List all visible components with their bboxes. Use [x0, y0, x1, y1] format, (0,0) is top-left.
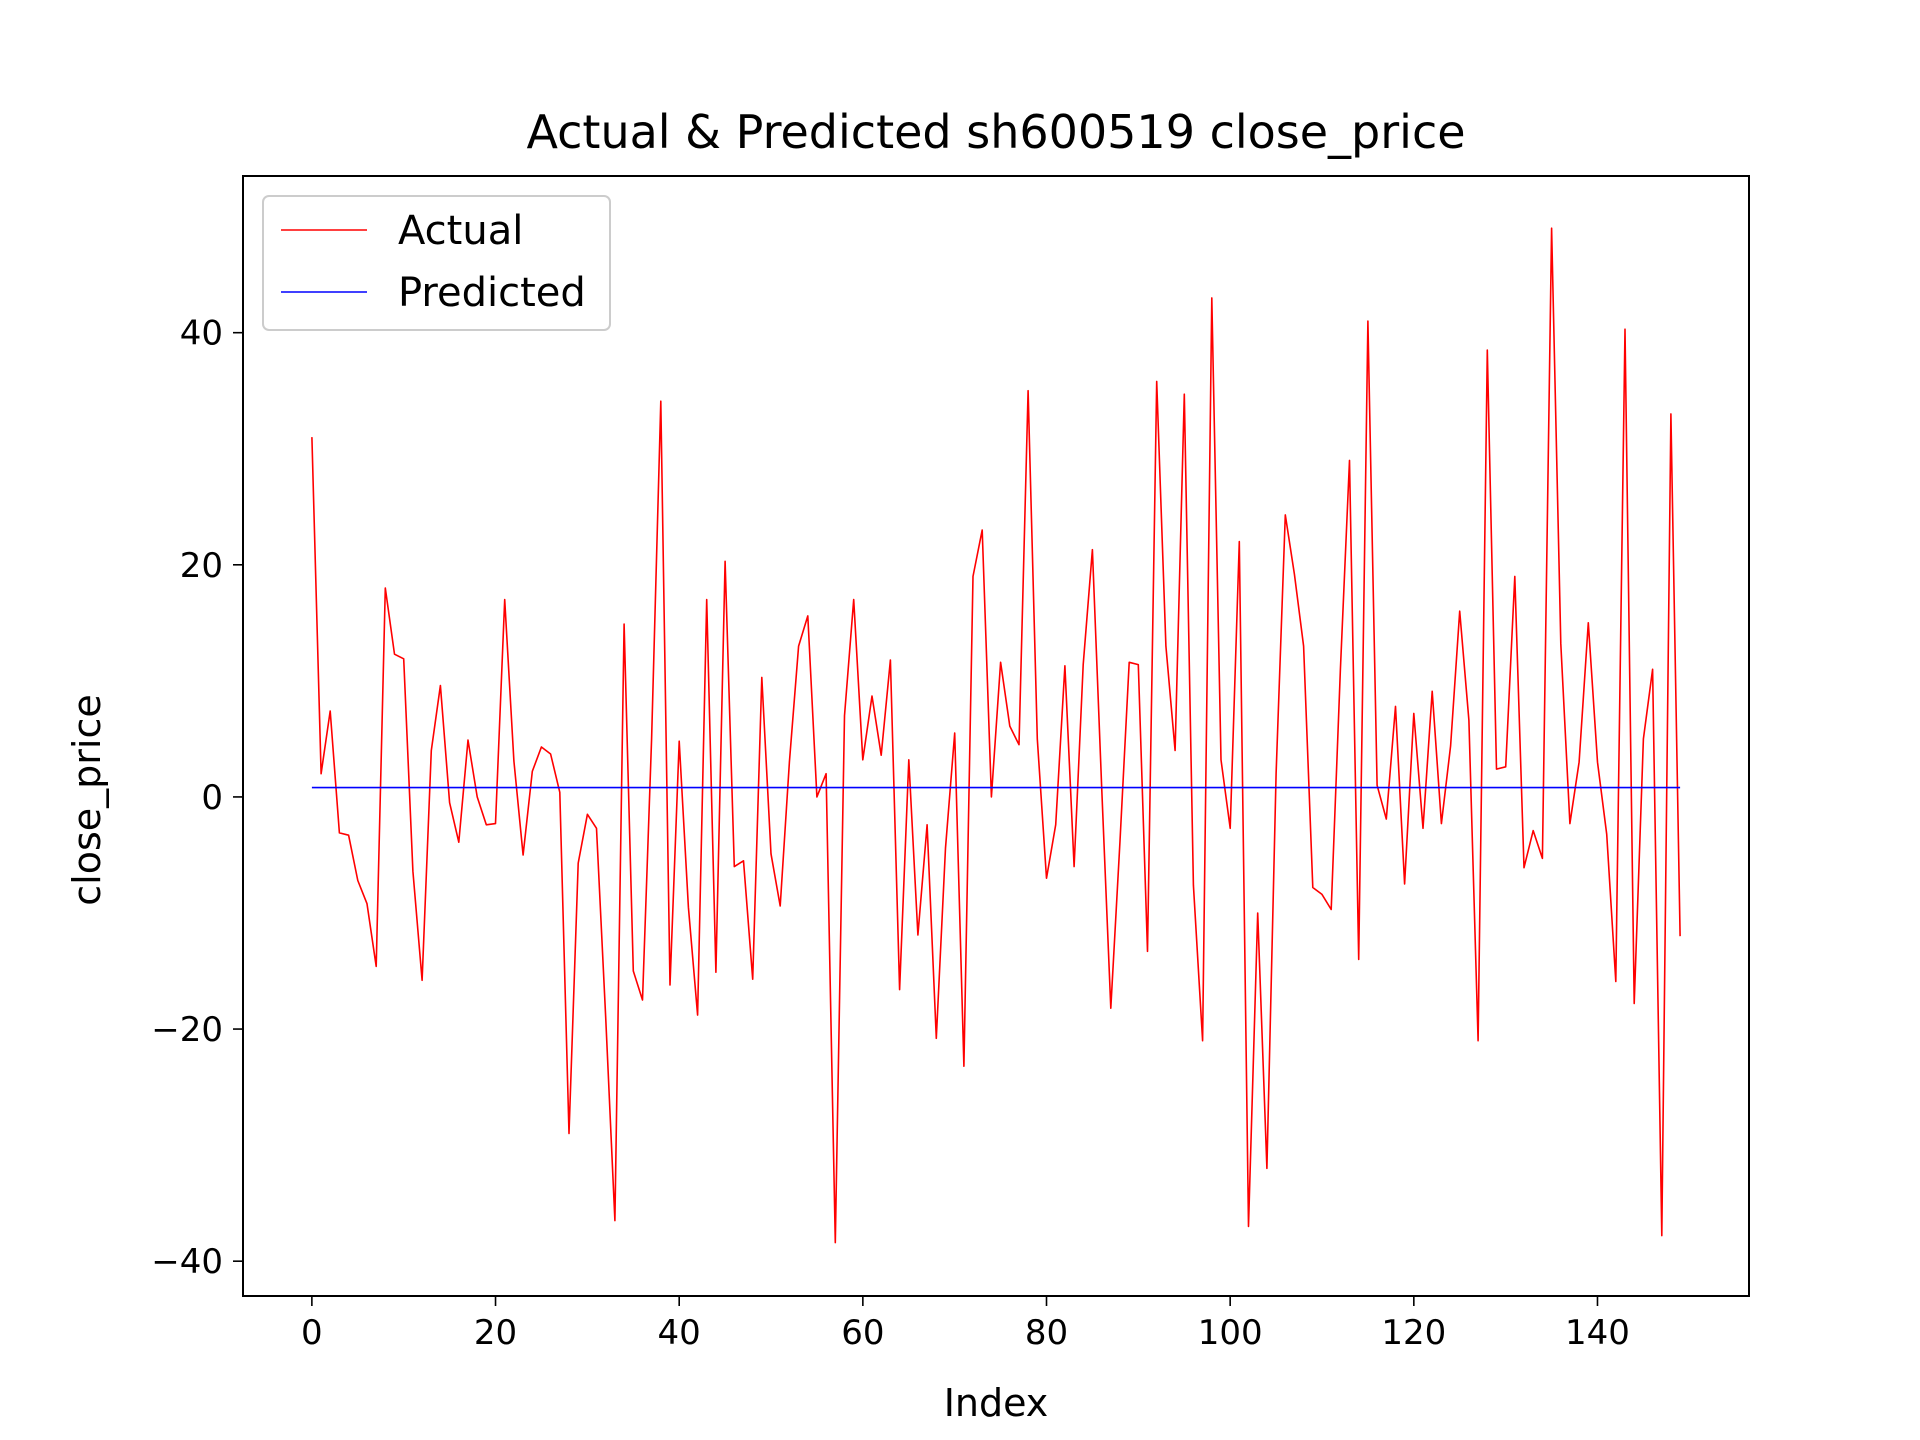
x-tick-label: 40 — [658, 1313, 701, 1353]
y-tick-label: −20 — [151, 1010, 223, 1050]
y-tick-label: −40 — [151, 1242, 223, 1282]
chart-title: Actual & Predicted sh600519 close_price — [526, 105, 1465, 159]
series-line-actual — [311, 227, 1681, 1244]
x-axis-title: Index — [944, 1381, 1049, 1425]
x-tick-label: 20 — [474, 1313, 517, 1353]
legend: Actual Predicted — [262, 195, 611, 331]
x-tick-label: 80 — [1025, 1313, 1068, 1353]
x-tick-label: 60 — [841, 1313, 884, 1353]
y-axis-title: close_price — [65, 694, 109, 905]
legend-label-actual: Actual — [398, 208, 523, 254]
y-axis: −40 −20 0 20 40 — [151, 314, 243, 1282]
series-layer — [311, 227, 1681, 1244]
plot-frame — [242, 175, 1750, 1297]
x-axis: 0 20 40 60 80 100 120 140 — [301, 1296, 1630, 1353]
x-tick-label: 0 — [301, 1313, 323, 1353]
x-tick-label: 140 — [1565, 1313, 1630, 1353]
plot-area — [242, 175, 1750, 1297]
legend-label-predicted: Predicted — [398, 270, 586, 316]
y-tick-label: 40 — [180, 314, 223, 354]
x-tick-label: 100 — [1198, 1313, 1263, 1353]
y-tick-label: 0 — [201, 778, 223, 818]
x-tick-label: 120 — [1381, 1313, 1446, 1353]
y-tick-label: 20 — [180, 546, 223, 586]
